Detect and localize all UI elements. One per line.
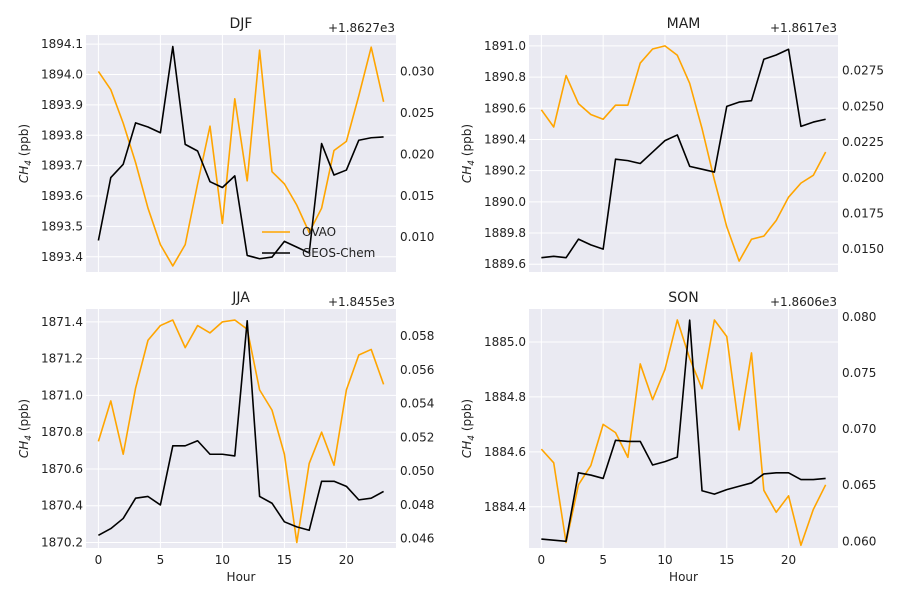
y2-tick-label: 0.025 [400,106,434,120]
x-tick-label: 10 [215,553,230,567]
y-tick-label: 1890.8 [484,70,526,84]
offset-text: +1.8455e3 [328,295,395,309]
y2-tick-label: 0.056 [400,363,434,377]
legend: OVAO GEOS-Chem [262,225,375,260]
y2-tick-label: 0.0250 [842,99,884,113]
legend-label: GEOS-Chem [302,246,375,260]
y2-tick-label: 0.0150 [842,242,884,256]
panel-jja: 0 5 10 15 20 Hour 1870.2 1870.4 1870.6 1870.8 1871… [17,290,434,584]
y2-tick-label: 0.0225 [842,135,884,149]
panel-title: SON [668,290,698,306]
y-tick-label: 1893.7 [41,159,83,173]
y-tick-label: 1890.2 [484,164,526,178]
y-axis-label: CH4 (ppb) [17,399,34,458]
x-tick-label: 20 [781,553,796,567]
offset-text: +1.8627e3 [328,21,395,35]
y-tick-label: 1890.0 [484,195,526,209]
y-tick-label: 1870.6 [41,462,83,476]
series-line-geos-chem [97,45,384,260]
y-tick-label: 1889.8 [484,226,526,240]
y-tick-label: 1890.6 [484,101,526,115]
y2-tick-label: 0.080 [842,310,876,324]
y-tick-label: 1890.4 [484,132,526,146]
offset-text: +1.8606e3 [770,295,837,309]
y2-tick-label: 0.0175 [842,206,884,220]
y-tick-label: 1884.8 [484,390,526,404]
x-axis-label: Hour [669,570,698,584]
y2-tick-label: 0.030 [400,64,434,78]
y-tick-label: 1893.6 [41,189,83,203]
y-tick-label: 1889.6 [484,257,526,271]
offset-text: +1.8617e3 [770,21,837,35]
y2-tick-label: 0.054 [400,397,434,411]
y2-tick-label: 0.010 [400,230,434,244]
series-line-ovao [97,319,385,544]
x-tick-label: 15 [719,553,734,567]
y-tick-label: 1884.4 [484,500,526,514]
x-tick-label: 5 [157,553,165,567]
plot-area [86,309,396,548]
y2-tick-label: 0.052 [400,430,434,444]
y-axis-label: CH4 (ppb) [460,399,477,458]
y-tick-label: 1893.4 [41,250,83,264]
y-tick-label: 1870.4 [41,499,83,513]
x-axis-label: Hour [227,570,256,584]
series-line-ovao [540,319,827,547]
y2-tick-label: 0.020 [400,147,434,161]
x-tick-label: 20 [339,553,354,567]
y2-tick-label: 0.046 [400,532,434,546]
y2-tick-label: 0.060 [842,534,876,548]
y2-tick-label: 0.048 [400,498,434,512]
panel-son: 0 5 10 15 20 Hour 1884.4 1884.6 1884.8 1885.0 0.06… [460,290,876,584]
y-tick-label: 1884.6 [484,445,526,459]
y-axis-label: CH4 (ppb) [460,124,477,183]
y-tick-label: 1894.1 [41,37,83,51]
y-tick-label: 1870.2 [41,535,83,549]
x-tick-label: 5 [599,553,607,567]
panel-djf: 1893.4 1893.5 1893.6 1893.7 1893.8 1893.9 1894… [17,16,434,272]
panel-mam: 1889.6 1889.8 1890.0 1890.2 1890.4 1890.6 1890… [460,16,884,272]
y2-tick-label: 0.0275 [842,64,884,78]
panel-title: DJF [230,16,253,32]
x-tick-label: 0 [95,553,103,567]
series-line-geos-chem [541,319,826,543]
x-tick-label: 0 [538,553,546,567]
y2-tick-label: 0.070 [842,422,876,436]
plot-area [529,309,838,548]
y-tick-label: 1891.0 [484,39,526,53]
y-tick-label: 1894.0 [41,68,83,82]
y-tick-label: 1893.5 [41,219,83,233]
y-tick-label: 1871.2 [41,352,83,366]
y-tick-label: 1893.9 [41,98,83,112]
y-tick-label: 1885.0 [484,335,526,349]
y2-tick-label: 0.050 [400,464,434,478]
legend-label: OVAO [302,225,336,239]
y2-tick-label: 0.058 [400,329,434,343]
series-line-geos-chem [98,320,384,537]
y2-tick-label: 0.015 [400,189,434,203]
panel-title: MAM [667,16,701,32]
x-tick-label: 15 [277,553,292,567]
series-line-ovao [540,45,827,262]
x-tick-label: 10 [657,553,672,567]
y2-tick-label: 0.065 [842,478,876,492]
y-tick-label: 1871.0 [41,388,83,402]
y-tick-label: 1893.8 [41,128,83,142]
y2-tick-label: 0.0200 [842,171,884,185]
y-axis-label: CH4 (ppb) [17,124,34,183]
series-line-geos-chem [541,48,826,259]
y-tick-label: 1871.4 [41,315,83,329]
panel-title: JJA [231,290,250,306]
y-tick-label: 1870.8 [41,425,83,439]
y2-tick-label: 0.075 [842,366,876,380]
series-line-ovao [97,46,385,267]
plot-area [529,35,838,272]
